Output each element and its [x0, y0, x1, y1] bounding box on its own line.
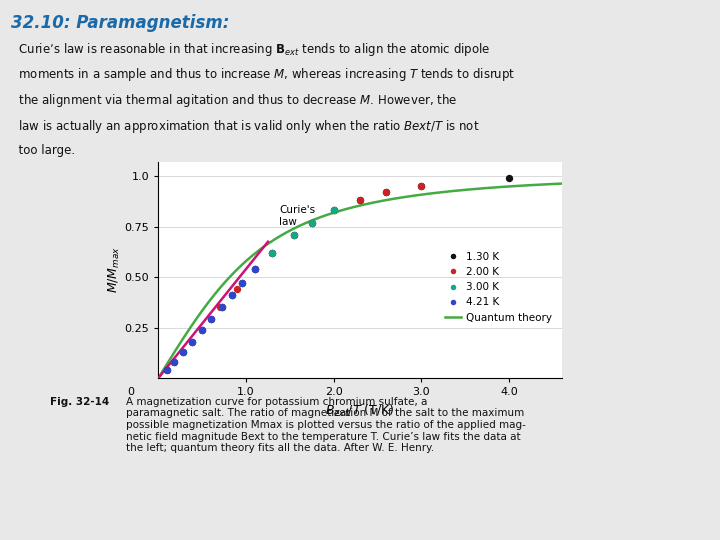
Point	[161, 366, 173, 374]
Point	[205, 315, 217, 324]
Point	[249, 265, 261, 273]
Point	[226, 291, 238, 300]
Text: Fig. 32-14: Fig. 32-14	[50, 397, 124, 407]
Point	[236, 279, 248, 287]
Text: moments in a sample and thus to increase $M$, whereas increasing $T$ tends to di: moments in a sample and thus to increase…	[11, 66, 515, 83]
Point	[415, 182, 427, 191]
Point	[205, 315, 217, 324]
Point	[289, 231, 300, 239]
Point	[328, 206, 339, 215]
Point	[236, 279, 248, 287]
Point	[186, 338, 197, 346]
Point	[354, 196, 366, 205]
Point	[249, 265, 261, 273]
Point	[168, 357, 180, 366]
Point	[306, 218, 318, 227]
Point	[168, 357, 180, 366]
Point	[381, 188, 392, 197]
Point	[197, 325, 208, 334]
Text: the alignment via thermal agitation and thus to decrease $M$. However, the: the alignment via thermal agitation and …	[11, 92, 457, 109]
Point	[177, 347, 189, 356]
Text: A magnetization curve for potassium chromium sulfate, a
paramagnetic salt. The r: A magnetization curve for potassium chro…	[126, 397, 526, 453]
Point	[249, 265, 261, 273]
Point	[197, 325, 208, 334]
Text: too large.: too large.	[11, 144, 75, 157]
Point	[216, 303, 228, 312]
Text: 32.10: Paramagnetism:: 32.10: Paramagnetism:	[11, 14, 229, 31]
Point	[328, 206, 339, 215]
Point	[354, 196, 366, 205]
Point	[266, 248, 278, 257]
Point	[306, 218, 318, 227]
Point	[186, 338, 197, 346]
Point	[214, 303, 225, 312]
Text: Curie’s law is reasonable in that increasing $\mathbf{B}_{ext}$ tends to align t: Curie’s law is reasonable in that increa…	[11, 40, 490, 57]
Point	[226, 291, 238, 300]
Point	[197, 325, 208, 334]
Point	[266, 248, 278, 257]
Text: Curie's
law: Curie's law	[279, 205, 315, 227]
Point	[249, 265, 261, 273]
Point	[177, 347, 189, 356]
Point	[205, 315, 217, 324]
Point	[216, 303, 228, 312]
Point	[266, 248, 278, 257]
Point	[415, 182, 427, 191]
Text: 0: 0	[127, 387, 134, 397]
Point	[177, 347, 189, 356]
Point	[289, 231, 300, 239]
Point	[161, 366, 173, 374]
Point	[232, 285, 243, 294]
Point	[236, 279, 248, 287]
X-axis label: $B_{ext}/T$ (T/K): $B_{ext}/T$ (T/K)	[325, 403, 395, 418]
Point	[186, 338, 197, 346]
Legend: 1.30 K, 2.00 K, 3.00 K, 4.21 K, Quantum theory: 1.30 K, 2.00 K, 3.00 K, 4.21 K, Quantum …	[441, 248, 557, 327]
Point	[381, 188, 392, 197]
Point	[226, 291, 238, 300]
Y-axis label: $M/M_{max}$: $M/M_{max}$	[107, 247, 122, 293]
Point	[216, 303, 228, 312]
Point	[503, 174, 515, 183]
Point	[306, 218, 318, 227]
Text: law is actually an approximation that is valid only when the ratio $\mathit{Bext: law is actually an approximation that is…	[11, 118, 480, 135]
Point	[289, 231, 300, 239]
Point	[328, 206, 339, 215]
